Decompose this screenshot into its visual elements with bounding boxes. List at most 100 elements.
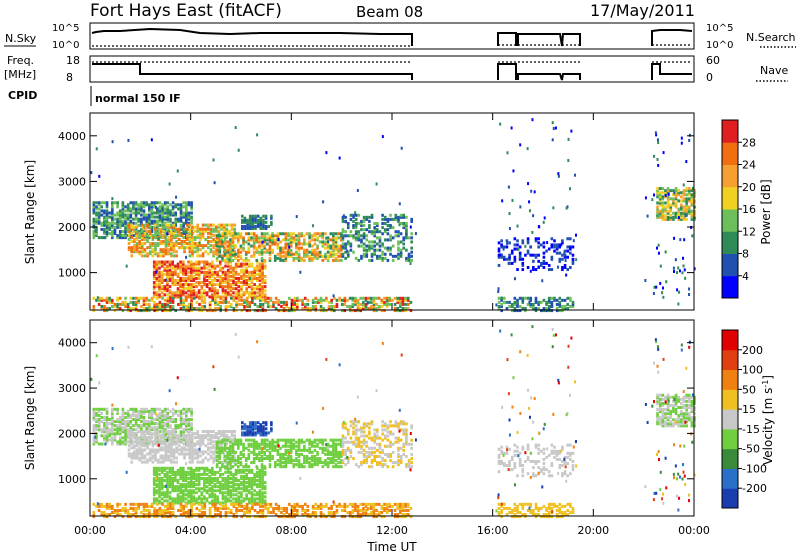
power-cell bbox=[105, 232, 109, 236]
power-cell bbox=[519, 143, 522, 147]
power-cell bbox=[146, 246, 149, 250]
velocity-cell bbox=[148, 436, 152, 440]
power-cell bbox=[376, 236, 379, 240]
velocity-cell bbox=[155, 407, 159, 411]
power-cell bbox=[532, 304, 535, 308]
power-cell bbox=[237, 296, 241, 300]
velocity-cell bbox=[175, 442, 178, 446]
velocity-cell bbox=[111, 418, 114, 421]
power-cell bbox=[158, 217, 162, 221]
velocity-cell bbox=[121, 413, 125, 417]
velocity-cell bbox=[163, 499, 167, 503]
power-cell bbox=[97, 221, 101, 225]
power-cell bbox=[290, 304, 294, 308]
power-cell bbox=[175, 235, 178, 239]
power-cell bbox=[662, 151, 665, 155]
power-cell bbox=[362, 304, 365, 308]
power-cell bbox=[518, 245, 522, 249]
power-cell bbox=[321, 244, 325, 248]
velocity-cell bbox=[184, 479, 188, 483]
velocity-cell bbox=[142, 430, 146, 434]
power-cell bbox=[229, 246, 232, 250]
velocity-cell bbox=[160, 491, 164, 495]
power-cell bbox=[300, 256, 303, 260]
power-cell bbox=[201, 246, 205, 250]
power-cell bbox=[193, 225, 197, 229]
power-cell bbox=[156, 244, 160, 248]
power-cell bbox=[354, 300, 357, 304]
power-cell bbox=[243, 300, 246, 304]
velocity-cell bbox=[142, 424, 146, 428]
power-cell bbox=[248, 285, 251, 289]
power-cell bbox=[236, 258, 240, 262]
velocity-cell bbox=[140, 460, 144, 464]
power-cell bbox=[541, 279, 544, 283]
power-cell bbox=[150, 213, 154, 217]
velocity-cell bbox=[163, 418, 167, 421]
power-cell bbox=[683, 238, 686, 242]
power-cell bbox=[680, 203, 683, 207]
velocity-cell bbox=[191, 450, 194, 454]
power-cell bbox=[158, 304, 162, 308]
power-cell bbox=[129, 213, 133, 217]
power-cell bbox=[310, 250, 314, 254]
power-cell bbox=[297, 256, 301, 260]
power-cell bbox=[551, 304, 554, 308]
power-cell bbox=[346, 254, 350, 258]
power-cell bbox=[380, 300, 384, 304]
power-cell bbox=[513, 300, 517, 304]
velocity-cell bbox=[181, 472, 185, 476]
power-cell bbox=[212, 250, 215, 254]
power-cell bbox=[284, 236, 288, 240]
power-cell bbox=[285, 309, 289, 313]
velocity-cell bbox=[134, 418, 138, 421]
date-label: 17/May/2011 bbox=[590, 1, 695, 20]
power-cell bbox=[211, 266, 214, 270]
power-cell bbox=[187, 309, 191, 313]
power-cell bbox=[389, 236, 392, 240]
power-cell bbox=[500, 304, 503, 308]
power-cell bbox=[137, 298, 141, 302]
power-cell bbox=[282, 302, 286, 306]
power-cell bbox=[250, 236, 253, 240]
velocity-cell bbox=[154, 456, 157, 460]
velocity-cell bbox=[318, 457, 322, 461]
power-cell bbox=[348, 296, 352, 300]
power-cell bbox=[661, 195, 665, 199]
power-cell bbox=[242, 246, 245, 250]
velocity-cell bbox=[258, 472, 262, 476]
velocity-cell bbox=[253, 499, 256, 503]
power-cell bbox=[263, 236, 266, 240]
velocity-cell bbox=[187, 491, 190, 495]
velocity-cell bbox=[226, 489, 230, 493]
power-cell bbox=[137, 209, 141, 213]
power-cell bbox=[229, 274, 233, 278]
power-cell bbox=[105, 309, 109, 313]
power-cell bbox=[124, 304, 127, 308]
velocity-cell bbox=[230, 438, 234, 442]
velocity-cell bbox=[237, 479, 241, 483]
velocity-cell bbox=[103, 415, 106, 419]
power-cell bbox=[135, 235, 139, 239]
power-cell bbox=[528, 209, 531, 213]
power-cell bbox=[332, 252, 335, 256]
power-cell bbox=[399, 240, 403, 244]
power-cell bbox=[306, 307, 310, 311]
power-cell bbox=[303, 240, 306, 244]
power-cell bbox=[111, 203, 114, 207]
power-cell bbox=[337, 244, 340, 248]
power-cell bbox=[230, 225, 234, 229]
power-cell bbox=[521, 296, 525, 300]
power-cell bbox=[508, 212, 511, 216]
power-cell bbox=[308, 240, 311, 244]
velocity-cell bbox=[105, 420, 109, 424]
power-cell bbox=[170, 225, 173, 229]
power-cell bbox=[326, 246, 330, 250]
velocity-cell bbox=[308, 446, 311, 450]
power-cell bbox=[399, 232, 403, 236]
power-cell bbox=[337, 254, 340, 258]
velocity-cell bbox=[252, 452, 256, 456]
velocity-cell bbox=[190, 411, 193, 415]
power-cell bbox=[199, 233, 202, 237]
velocity-cell bbox=[255, 472, 259, 476]
